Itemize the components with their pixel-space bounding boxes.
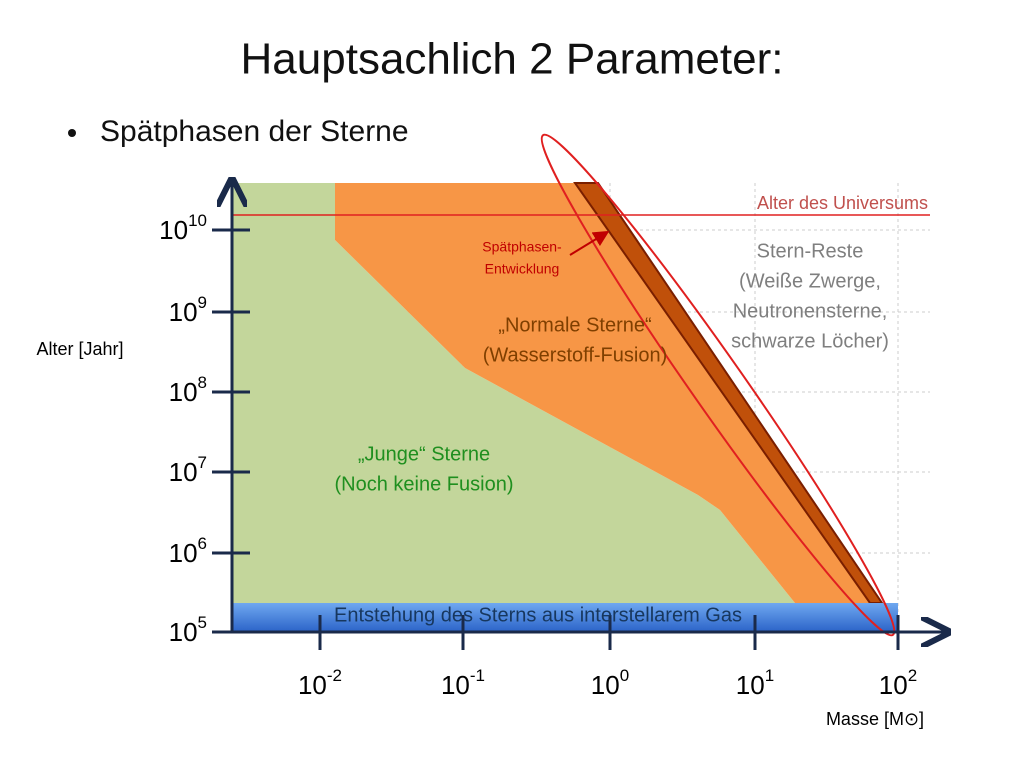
y-tick-label: 106 bbox=[169, 534, 207, 567]
y-tick-label-base: 10 bbox=[169, 538, 198, 568]
remnants-label: schwarze Löcher) bbox=[731, 330, 889, 352]
y-tick-label-exp: 8 bbox=[198, 373, 207, 392]
highlight-ellipse bbox=[540, 133, 896, 637]
x-tick-label-exp: 1 bbox=[765, 666, 774, 685]
x-axis-label: Masse [M⊙] bbox=[826, 709, 924, 729]
y-tick-label-base: 10 bbox=[169, 457, 198, 487]
universe-label: Alter des Universums bbox=[757, 193, 928, 213]
y-tick-label-exp: 6 bbox=[198, 534, 207, 553]
bullet-dot bbox=[68, 129, 76, 137]
remnants-label: Stern-Reste bbox=[757, 240, 864, 262]
y-tick-label: 109 bbox=[169, 293, 207, 326]
young-stars-label: „Junge“ Sterne bbox=[358, 443, 490, 465]
y-tick-label-exp: 10 bbox=[188, 211, 207, 230]
x-tick-label: 101 bbox=[736, 666, 774, 699]
y-tick-label: 107 bbox=[169, 453, 207, 486]
x-tick-label-base: 10 bbox=[736, 670, 765, 700]
remnants-label: Neutronensterne, bbox=[733, 300, 888, 322]
x-tick-label-exp: 2 bbox=[908, 666, 917, 685]
x-tick-label-base: 10 bbox=[879, 670, 908, 700]
x-tick-label-exp: 0 bbox=[620, 666, 629, 685]
arrow bbox=[569, 230, 610, 256]
normal-region bbox=[335, 183, 870, 603]
y-tick-label-exp: 5 bbox=[198, 613, 207, 632]
y-tick-label: 1010 bbox=[159, 211, 207, 244]
y-tick-label-exp: 9 bbox=[198, 293, 207, 312]
normal-stars-label: „Normale Sterne“ bbox=[498, 314, 651, 336]
x-tick-label: 102 bbox=[879, 666, 917, 699]
x-tick-label-exp: -2 bbox=[327, 666, 342, 685]
y-axis-label: Alter [Jahr] bbox=[36, 339, 123, 359]
x-tick-label: 10-1 bbox=[441, 666, 485, 699]
y-tick-label-base: 10 bbox=[169, 377, 198, 407]
late-phase-label: Entwicklung bbox=[485, 261, 560, 277]
y-tick-label: 105 bbox=[169, 613, 207, 646]
y-tick-label-base: 10 bbox=[159, 215, 188, 245]
young-stars-label: (Noch keine Fusion) bbox=[335, 473, 514, 495]
bullet-text: Spätphasen der Sterne bbox=[100, 115, 409, 148]
y-tick-label-base: 10 bbox=[169, 297, 198, 327]
x-tick-label: 10-2 bbox=[298, 666, 342, 699]
late-phase-label: Spätphasen- bbox=[482, 239, 562, 255]
normal-stars-label: (Wasserstoff-Fusion) bbox=[483, 344, 667, 366]
x-tick-label-base: 10 bbox=[441, 670, 470, 700]
x-tick-label-base: 10 bbox=[298, 670, 327, 700]
y-tick-label-exp: 7 bbox=[198, 453, 207, 472]
y-tick-label-base: 10 bbox=[169, 617, 198, 647]
x-tick-label-exp: -1 bbox=[470, 666, 485, 685]
x-tick-label-base: 10 bbox=[591, 670, 620, 700]
young-region bbox=[232, 183, 795, 603]
remnants-label: (Weiße Zwerge, bbox=[739, 270, 881, 292]
y-tick-label: 108 bbox=[169, 373, 207, 406]
title: Hauptsachlich 2 Parameter: bbox=[241, 35, 784, 84]
x-tick-label: 100 bbox=[591, 666, 629, 699]
formation-bar bbox=[232, 603, 898, 632]
formation-label: Entstehung des Sterns aus interstellarem… bbox=[334, 604, 742, 626]
